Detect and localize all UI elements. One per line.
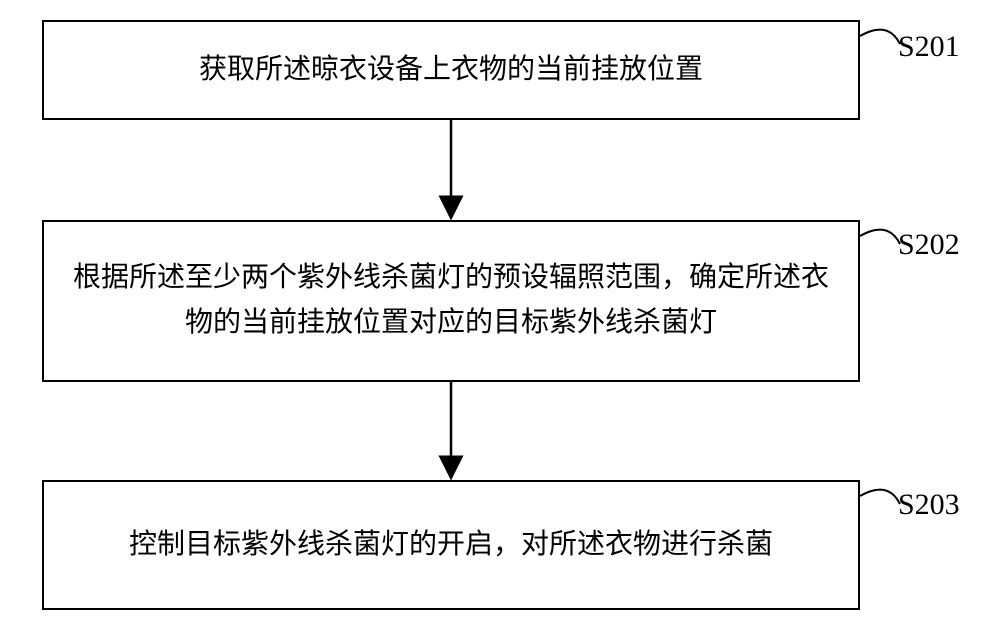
flow-step-3: 控制目标紫外线杀菌灯的开启，对所述衣物进行杀菌 (42, 480, 860, 610)
flow-step-1: 获取所述晾衣设备上衣物的当前挂放位置 (42, 20, 860, 120)
label-curve-3 (860, 490, 900, 504)
flow-step-3-text: 控制目标紫外线杀菌灯的开启，对所述衣物进行杀菌 (129, 523, 773, 568)
flow-step-2: 根据所述至少两个紫外线杀菌灯的预设辐照范围，确定所述衣物的当前挂放位置对应的目标… (42, 220, 860, 382)
flowchart-canvas: 获取所述晾衣设备上衣物的当前挂放位置 S201 根据所述至少两个紫外线杀菌灯的预… (0, 0, 1000, 641)
flow-step-2-label: S202 (898, 228, 960, 262)
flow-step-3-label: S203 (898, 488, 960, 522)
label-curve-2 (860, 230, 900, 244)
flow-step-2-text: 根据所述至少两个紫外线杀菌灯的预设辐照范围，确定所述衣物的当前挂放位置对应的目标… (64, 256, 838, 346)
flow-step-1-text: 获取所述晾衣设备上衣物的当前挂放位置 (199, 48, 703, 93)
flow-step-1-label: S201 (898, 30, 960, 64)
label-curve-1 (860, 30, 900, 44)
